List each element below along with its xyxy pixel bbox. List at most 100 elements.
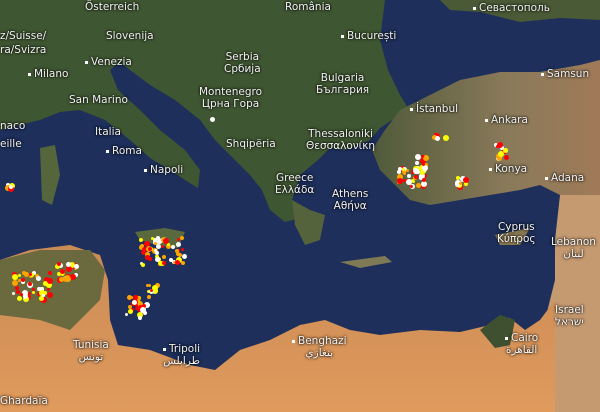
lightning-strike — [180, 260, 185, 265]
lightning-strike — [17, 273, 21, 277]
lightning-strike — [176, 242, 182, 248]
label-sevastopol: Севастополь — [473, 2, 550, 14]
lightning-strike — [147, 283, 151, 287]
lightning-strike — [22, 295, 29, 302]
label-israel-local: ישראל — [555, 316, 584, 328]
label-cyprus-latin: Cyprus — [497, 221, 535, 233]
lightning-strike — [210, 117, 215, 122]
lightning-strike — [422, 162, 426, 166]
lightning-strike — [423, 162, 428, 167]
label-thessaloniki-latin: Thessaloniki — [308, 128, 373, 140]
lightning-strike — [166, 242, 170, 246]
land-sardinia — [40, 145, 60, 205]
lightning-strike — [73, 263, 79, 269]
label-benghazi-local: بنغازي — [305, 347, 334, 359]
lightning-strike — [57, 262, 62, 267]
lightning-strike — [415, 154, 422, 161]
label-benghazi: Benghazi بنغازي — [292, 335, 347, 359]
lightning-strike — [153, 242, 157, 246]
lightning-strike — [46, 282, 53, 289]
lightning-strike — [500, 145, 505, 150]
label-marseille: eille — [0, 138, 22, 150]
lightning-strike — [58, 276, 64, 282]
label-ghardaia: Ghardaïa — [0, 395, 48, 407]
label-milano: Milano — [28, 68, 68, 80]
lightning-strike — [416, 183, 422, 189]
lightning-strike — [455, 182, 461, 188]
lightning-strike — [15, 290, 20, 295]
lightning-strike — [174, 259, 180, 265]
label-cyprus: Cyprus Κύπρος — [497, 221, 536, 245]
lightning-strike — [141, 249, 147, 255]
lightning-strike — [174, 248, 179, 253]
lightning-strike — [65, 261, 71, 267]
label-svizra: ra/Svizra — [0, 44, 47, 56]
lightning-strike — [407, 174, 412, 179]
lightning-strike — [5, 185, 12, 192]
lightning-strike — [127, 309, 133, 315]
label-napoli: Napoli — [144, 164, 183, 176]
lightning-strike — [144, 240, 150, 247]
label-romania: România — [285, 1, 331, 13]
land-crete — [340, 256, 392, 268]
lightning-strike — [397, 167, 402, 172]
lightning-strike — [40, 297, 47, 304]
label-samsun: Samsun — [541, 68, 589, 80]
lightning-strike — [151, 236, 155, 240]
label-istanbul: İstanbul — [410, 103, 458, 115]
lightning-strike — [497, 151, 504, 158]
lightning-strike — [422, 165, 429, 172]
lightning-strike — [420, 155, 424, 159]
label-greece: Greece Ελλάδα — [275, 172, 314, 196]
lightning-strike — [149, 289, 155, 295]
label-adana: Adana — [545, 172, 584, 184]
lightning-strike — [19, 293, 23, 297]
lightning-strike — [456, 176, 461, 181]
lightning-strike — [494, 142, 499, 147]
lightning-strike — [32, 290, 36, 294]
lightning-strike — [139, 237, 144, 242]
lightning-strike — [144, 254, 150, 260]
lightning-strike — [27, 281, 32, 286]
lightning-strike — [503, 155, 509, 161]
lightning-strike — [143, 311, 148, 316]
label-israel-latin: Israel — [555, 304, 584, 316]
label-montenegro-local: Црна Гора — [201, 98, 260, 110]
land-north-africa — [0, 245, 555, 412]
lightning-strike — [181, 253, 187, 259]
lightning-strike — [463, 182, 468, 187]
lightning-strike — [135, 306, 139, 310]
label-italia: Italia — [95, 126, 121, 138]
label-ankara: Ankara — [485, 114, 528, 126]
label-monaco: naco — [0, 120, 26, 132]
lightning-strike — [155, 255, 159, 259]
lightning-strike — [129, 295, 133, 299]
land-anatolia — [372, 60, 600, 205]
lightning-strike — [419, 172, 426, 179]
lightning-strike — [147, 294, 152, 299]
lightning-strike — [18, 278, 22, 282]
lightning-strike — [145, 284, 149, 288]
lightning-strike — [39, 287, 45, 293]
label-bulgaria-latin: Bulgaria — [320, 72, 365, 84]
label-tunisia-local: تونس — [78, 351, 104, 363]
lightning-strike — [413, 167, 419, 174]
lightning-strike — [412, 180, 416, 184]
lightning-strike — [132, 295, 138, 301]
label-tunisia-latin: Tunisia — [73, 339, 109, 351]
lightning-strike — [38, 290, 45, 297]
lightning-strike — [435, 136, 441, 142]
label-osterreich: Österreich — [85, 1, 140, 13]
label-tripoli-latin: Tripoli — [169, 343, 201, 355]
lightning-strike — [126, 295, 132, 301]
label-cairo-latin: Cairo — [511, 332, 539, 344]
label-greece-latin: Greece — [275, 172, 314, 184]
lightning-strike — [149, 288, 153, 292]
lightning-strike — [68, 261, 75, 268]
lightning-strike — [432, 134, 438, 140]
label-cairo: Cairo القاهرة — [505, 332, 538, 356]
label-cairo-local: القاهرة — [505, 344, 538, 356]
label-benghazi-latin: Benghazi — [298, 335, 347, 347]
lightning-strike — [144, 251, 150, 257]
